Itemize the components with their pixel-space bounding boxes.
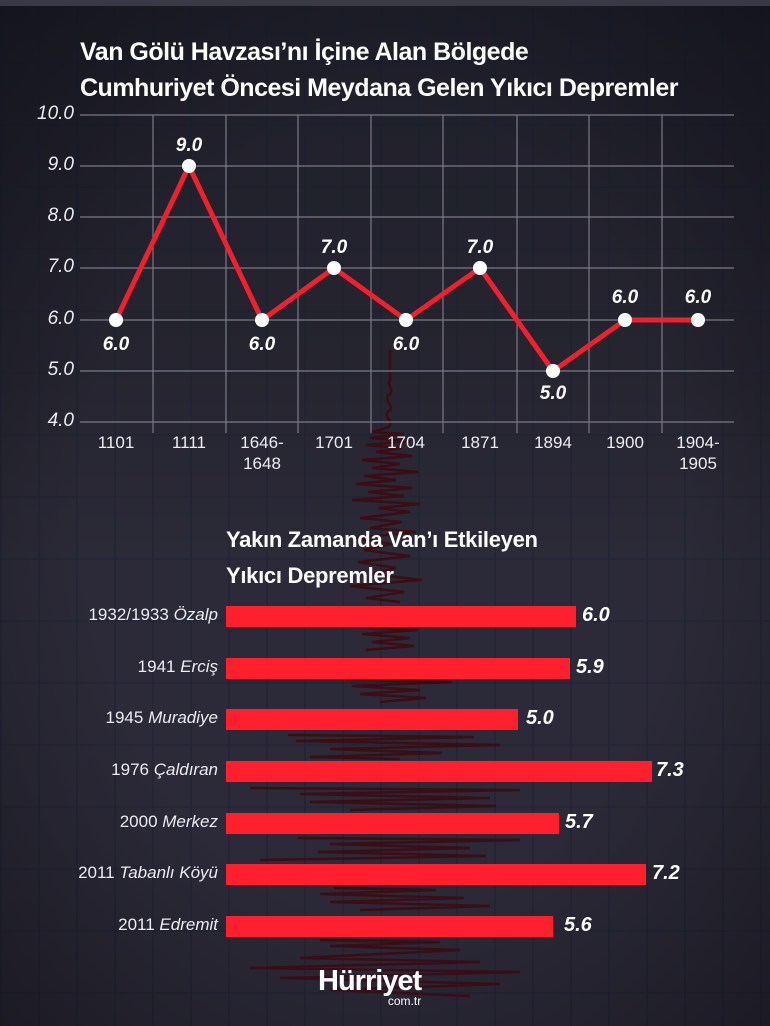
bar-row: 1945 Muradiye 5.0 (0, 707, 770, 730)
chart-title: Van Gölü Havzası’nı İçine Alan Bölgede C… (80, 34, 760, 106)
y-tick-label: 8.0 (47, 205, 74, 226)
x-tick-label: 1904- 1905 (676, 433, 720, 473)
hurriyet-logo: Hürriyet com.tr (318, 965, 422, 1008)
data-value-label: 6.0 (102, 334, 130, 355)
y-tick-label: 6.0 (47, 308, 74, 329)
bar (226, 813, 559, 834)
y-tick-label: 4.0 (47, 410, 74, 431)
data-value-label: 5.0 (539, 383, 567, 404)
logo-wordmark: Hürriyet (318, 965, 422, 997)
chart-title-line2: Cumhuriyet Öncesi Meydana Gelen Yıkıcı D… (80, 74, 679, 102)
bar-value: 5.6 (564, 914, 592, 936)
x-tick-label: 1111 (171, 433, 207, 452)
data-value-label: 9.0 (175, 135, 203, 156)
bar-label: 2011 Edremit (118, 915, 218, 934)
y-tick-label: 9.0 (47, 154, 74, 175)
bar-value: 7.2 (652, 862, 680, 884)
logo-domain: com.tr (387, 994, 422, 1008)
bar (226, 658, 570, 679)
bar-chart-title: Yakın Zamanda Van’ı Etkileyen Yıkıcı Dep… (226, 522, 538, 594)
bar (226, 761, 652, 782)
data-value-label: 6.0 (611, 287, 639, 308)
x-tick-label: 1900 (606, 433, 644, 452)
x-tick-label: 1894 (534, 433, 572, 452)
bar-value: 7.3 (656, 759, 684, 781)
bar (226, 916, 553, 937)
bar-label: 1941 Erciş (137, 657, 218, 676)
bar-value: 5.7 (565, 811, 593, 833)
bar (226, 606, 576, 627)
data-points (109, 159, 705, 378)
x-tick-label: 1646- 1648 (240, 433, 284, 473)
bar-label: 2000 Merkez (119, 812, 218, 831)
chart-title-line1: Van Gölü Havzası’nı İçine Alan Bölgede (80, 38, 529, 66)
y-tick-label: 7.0 (47, 256, 74, 277)
bar-chart-title-line1: Yakın Zamanda Van’ı Etkileyen (226, 527, 538, 552)
bar-row: 1941 Erciş 5.9 (0, 656, 770, 679)
data-value-label: 6.0 (248, 334, 276, 355)
bar-label: 2011 Tabanlı Köyü (78, 863, 218, 882)
top-border (0, 0, 770, 6)
y-tick-label: 10.0 (37, 103, 74, 124)
bar-value: 6.0 (582, 604, 610, 626)
x-tick-label: 1704 (387, 433, 425, 452)
line-chart-gridlines (80, 114, 734, 433)
bar-label: 1976 Çaldıran (111, 760, 218, 779)
bar-value: 5.9 (576, 656, 604, 678)
bar-row: 1932/1933 Özalp 6.0 (0, 604, 770, 627)
data-value-label: 6.0 (684, 287, 712, 308)
y-tick-label: 5.0 (47, 359, 74, 380)
x-tick-label: 1871 (461, 433, 499, 452)
data-value-label: 7.0 (466, 237, 494, 258)
x-tick-label: 1101 (97, 433, 135, 452)
bar-row: 2011 Tabanlı Köyü 7.2 (0, 862, 770, 885)
data-value-label: 7.0 (320, 237, 348, 258)
x-tick-label: 1701 (315, 433, 353, 452)
bar-label: 1932/1933 Özalp (88, 605, 218, 624)
bar-row: 1976 Çaldıran 7.3 (0, 759, 770, 782)
bar (226, 864, 646, 885)
bar-row: 2000 Merkez 5.7 (0, 811, 770, 834)
data-value-label: 6.0 (392, 334, 420, 355)
bar-label: 1945 Muradiye (105, 708, 218, 727)
bar (226, 709, 518, 730)
bar-value: 5.0 (526, 707, 554, 729)
bar-row: 2011 Edremit 5.6 (0, 914, 770, 937)
bar-chart-title-line2: Yıkıcı Depremler (226, 563, 394, 588)
